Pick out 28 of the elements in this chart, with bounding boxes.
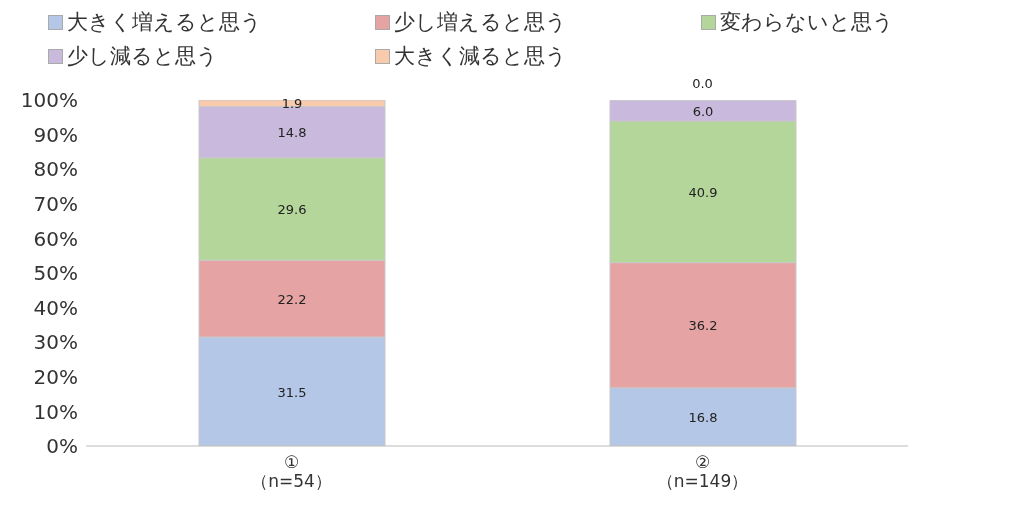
data-label: 29.6 (277, 201, 307, 217)
y-tick-label: 60% (33, 226, 78, 251)
data-label: 0.0 (692, 76, 713, 92)
data-label: 6.0 (692, 103, 714, 119)
y-tick-label: 40% (33, 295, 78, 320)
y-tick-label: 20% (33, 364, 78, 389)
y-tick-label: 90% (33, 122, 78, 147)
legend-label: 変わらないと思う (720, 9, 895, 36)
x-tick-label: ② （n=149） (656, 452, 749, 491)
y-tick-label: 100% (20, 88, 78, 113)
data-label: 16.8 (688, 409, 718, 425)
data-label: 36.2 (688, 318, 718, 334)
data-label: 31.5 (277, 384, 307, 400)
legend-label: 少し増えると思う (393, 9, 567, 36)
data-label: 40.9 (688, 184, 718, 200)
y-tick-label: 30% (33, 330, 78, 355)
legend-label: 少し減ると思う (67, 43, 218, 70)
legend-label: 大きく増えると思う (67, 9, 262, 36)
y-tick-label: 10% (33, 399, 78, 424)
x-tick-label: ① （n=54） (251, 452, 332, 491)
y-tick-label: 50% (33, 261, 78, 286)
y-tick-label: 0% (46, 434, 78, 459)
data-label: 14.8 (277, 125, 307, 141)
legend-label: 大きく減ると思う (393, 43, 567, 70)
data-label: 22.2 (277, 291, 307, 307)
y-tick-label: 70% (33, 191, 78, 216)
y-tick-label: 80% (33, 157, 78, 182)
data-label: 1.9 (281, 96, 303, 112)
